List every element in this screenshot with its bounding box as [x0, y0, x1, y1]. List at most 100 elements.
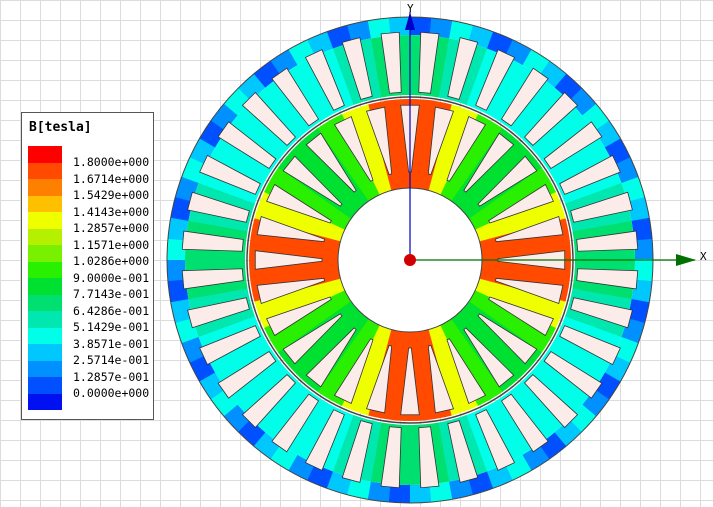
legend-color-band — [28, 212, 62, 229]
stator-slot — [380, 426, 402, 489]
rotor-slot — [463, 132, 515, 193]
rotor-region — [456, 136, 524, 210]
stator-slot — [217, 350, 277, 399]
y-axis-label: Y — [407, 2, 414, 15]
stator-slot — [500, 393, 549, 453]
stator-slot — [304, 49, 345, 111]
legend-color-band — [28, 344, 62, 361]
stator-yoke-region — [486, 463, 514, 489]
rotor-region — [460, 306, 534, 374]
stator-yoke-region — [613, 156, 639, 184]
legend-tick-label: 0.0000e+000 — [73, 386, 150, 400]
stator-yoke-region — [199, 372, 227, 401]
rotor-slot — [427, 345, 455, 414]
rotor-region — [249, 232, 340, 255]
stator-yoke-region — [486, 31, 513, 57]
stator-yoke-region — [613, 336, 639, 363]
legend-tick-label: 6.4286e-001 — [73, 303, 150, 318]
stator-slot — [447, 420, 479, 483]
stator-slot — [559, 154, 621, 195]
legend-tick-label: 1.2857e+000 — [73, 221, 150, 235]
stator-slot — [543, 121, 603, 170]
legend-title: B[tesla] — [29, 120, 92, 135]
stator-yoke-region — [582, 388, 610, 417]
stator-slot — [271, 67, 320, 127]
rotor-slot — [495, 215, 564, 243]
stator-yoke-region — [269, 49, 298, 77]
rotor-region — [317, 120, 374, 202]
rotor-slot — [266, 296, 332, 337]
rotor-region — [286, 306, 360, 375]
stator-teeth-region — [237, 100, 294, 155]
rotor-region — [317, 318, 375, 400]
rotor-slot — [495, 277, 564, 305]
legend-color-band — [28, 245, 62, 262]
rotor-slot — [446, 116, 487, 182]
legend-color-band — [28, 179, 62, 196]
legend-color-band — [28, 195, 62, 212]
stator-yoke-region — [387, 17, 410, 36]
stator-slot — [341, 37, 373, 100]
stator-slot — [576, 268, 639, 290]
rotor-region — [415, 99, 438, 190]
stator-slot — [475, 409, 516, 471]
x-axis-label: X — [700, 250, 707, 263]
rotor-slot — [256, 277, 325, 305]
legend: B[tesla] 1.8000e+000 1.6714e+000 1.5429e+0… — [21, 112, 154, 420]
y-axis-arrow-icon — [405, 12, 415, 30]
stator-slot — [418, 31, 440, 94]
legend-tick-label: 1.2857e-001 — [73, 369, 150, 384]
legend-color-band — [28, 261, 62, 278]
rotor-slot — [477, 313, 538, 365]
stator-yoke-region — [593, 119, 621, 148]
stator-yoke-region — [521, 49, 550, 76]
rotor-region — [480, 265, 571, 288]
rotor-region — [295, 136, 364, 210]
rotor-slot — [488, 296, 554, 337]
stator-yoke-region — [449, 477, 474, 500]
stator-teeth-region — [250, 376, 305, 433]
stator-yoke-region — [170, 197, 193, 222]
stator-slot — [241, 91, 296, 146]
rotor-region — [286, 146, 360, 214]
stator-yoke-region — [307, 463, 334, 489]
legend-tick-label: 2.5714e-001 — [73, 353, 150, 367]
legend-color-band — [28, 228, 62, 245]
origin-marker — [404, 254, 416, 266]
stator-yoke-region — [347, 477, 372, 500]
stator-slot — [304, 409, 345, 471]
stator-yoke-region — [408, 17, 432, 36]
rotor-region — [296, 310, 364, 384]
stator-slot — [380, 31, 402, 94]
stator-yoke-region — [167, 260, 186, 283]
stator-yoke-region — [634, 258, 653, 282]
stator-slot — [271, 393, 320, 453]
rotor-slot — [282, 155, 343, 207]
stator-yoke-region — [594, 371, 621, 400]
stator-teeth-region — [504, 385, 556, 445]
stator-yoke-region — [210, 103, 238, 132]
stator-yoke-region — [170, 299, 193, 324]
legend-tick-label: 9.0000e-001 — [73, 270, 150, 285]
legend-color-band — [28, 393, 62, 410]
stator-slot — [418, 426, 440, 489]
stator-yoke-region — [306, 31, 334, 57]
stator-yoke-region — [627, 298, 650, 323]
legend-color-band — [28, 327, 62, 344]
rotor-slot — [266, 183, 332, 224]
rotor-slot — [463, 327, 515, 388]
stator-slot — [500, 67, 549, 127]
stator-yoke-region — [346, 20, 371, 43]
stator-yoke-region — [627, 196, 650, 221]
rotor-region — [428, 104, 466, 193]
legend-tick-label: 1.6714e+000 — [73, 171, 150, 186]
rotor-region — [381, 99, 404, 190]
stator-yoke-region — [199, 120, 226, 149]
rotor-slot — [365, 345, 393, 414]
legend-color-band — [28, 360, 62, 377]
legend-tick-label: 1.5429e+000 — [73, 188, 150, 202]
stator-slot — [570, 297, 633, 329]
stator-slot — [475, 49, 516, 111]
stator-slot — [559, 325, 621, 366]
